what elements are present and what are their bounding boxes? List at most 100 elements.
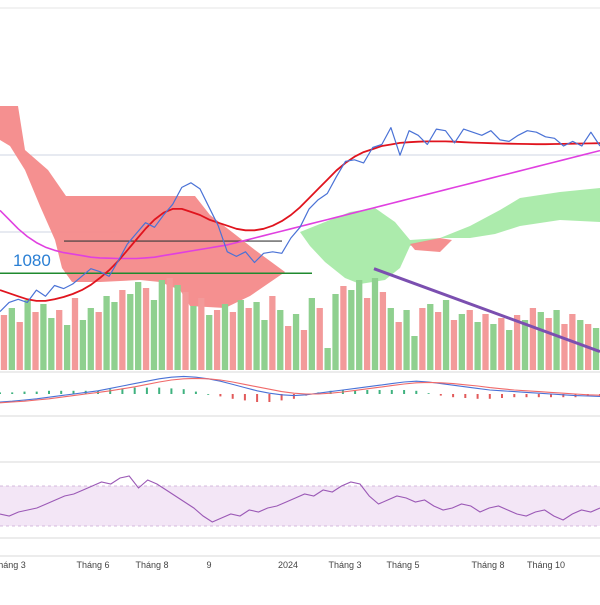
- macd-histogram-bar: [23, 391, 26, 394]
- volume-bar: [79, 320, 87, 370]
- macd-histogram-bar: [366, 390, 369, 394]
- volume-bar: [63, 325, 71, 370]
- volume-bar: [387, 308, 394, 370]
- volume-bar: [300, 330, 308, 370]
- macd-histogram-bar: [464, 394, 467, 398]
- x-tick-label: Tháng 6: [76, 560, 109, 570]
- volume-bar: [8, 308, 15, 370]
- macd-histogram-bar: [525, 394, 528, 398]
- volume-bar: [166, 278, 173, 370]
- volume-bar: [363, 298, 371, 370]
- volume-bar: [356, 280, 363, 370]
- volume-bar: [16, 322, 23, 370]
- macd-histogram-bar: [182, 389, 185, 394]
- volume-bar: [158, 280, 165, 370]
- volume-bar: [269, 296, 276, 370]
- macd-histogram-bar: [537, 394, 540, 398]
- x-tick-label: háng 3: [0, 560, 26, 570]
- macd-histogram-bar: [11, 392, 14, 394]
- volume-bar: [119, 290, 126, 370]
- macd-histogram-bar: [354, 390, 357, 394]
- macd-histogram-bar: [550, 394, 552, 398]
- volume-bar: [71, 298, 79, 370]
- volume-bar: [253, 302, 260, 370]
- volume-bar: [308, 298, 315, 370]
- x-tick-label: Tháng 10: [527, 560, 565, 570]
- volume-bar: [142, 288, 150, 370]
- volume-bar: [474, 322, 481, 370]
- macd-histogram-bar: [145, 387, 148, 394]
- volume-bar: [466, 310, 473, 370]
- macd-histogram-bar: [243, 394, 246, 401]
- macd-histogram-bar: [378, 390, 381, 394]
- macd-histogram-bar: [48, 390, 50, 394]
- x-tick-label: Tháng 8: [135, 560, 168, 570]
- macd-histogram-bar: [207, 394, 210, 395]
- volume-bar: [237, 300, 244, 370]
- macd-histogram-bar: [121, 388, 124, 394]
- volume-bar: [458, 314, 465, 370]
- macd-histogram-bar: [415, 390, 418, 394]
- volume-bar: [498, 318, 505, 370]
- macd-histogram-bar: [109, 389, 112, 394]
- volume-bar: [221, 304, 229, 370]
- small-bearish-cloud: [410, 238, 452, 252]
- macd-panel: [0, 375, 600, 404]
- downtrend-line: [373, 267, 600, 354]
- volume-bar: [213, 310, 221, 370]
- macd-histogram-bar: [0, 392, 1, 394]
- volume-bar: [95, 312, 102, 370]
- volume-bar: [529, 308, 537, 370]
- volume-bar: [411, 336, 418, 370]
- macd-histogram-bar: [476, 394, 479, 399]
- volume-bar: [450, 320, 458, 370]
- macd-histogram-bar: [452, 394, 455, 398]
- signal-line: [0, 377, 600, 404]
- volume-bar: [40, 304, 47, 370]
- volume-bar: [87, 308, 94, 370]
- macd-histogram-bar: [219, 394, 222, 397]
- ma-short-line: [0, 140, 600, 302]
- volume-bar: [135, 282, 142, 370]
- macd-histogram-bar: [439, 394, 442, 396]
- macd-histogram-bar: [513, 394, 516, 398]
- bearish-cloud: [0, 106, 285, 308]
- macd-histogram-bar: [133, 387, 136, 394]
- volume-bar: [332, 294, 339, 370]
- macd-histogram-bar: [292, 394, 295, 399]
- volume-bar: [435, 312, 442, 370]
- volume-bar: [292, 314, 300, 370]
- volume-bar: [127, 294, 134, 370]
- volume-bar: [190, 306, 197, 370]
- volume-bar: [427, 304, 434, 370]
- volume-bar: [403, 310, 410, 370]
- macd-histogram-bar: [72, 390, 75, 394]
- volume-bar: [545, 318, 552, 370]
- volume-bar: [395, 322, 402, 370]
- price-annotation: 1080: [13, 251, 51, 270]
- macd-histogram-bar: [256, 394, 259, 402]
- volume-bar: [103, 296, 110, 370]
- rsi-line: [0, 475, 600, 523]
- volume-bar: [285, 326, 292, 370]
- volume-bar: [229, 312, 237, 370]
- volume-bar: [506, 330, 513, 370]
- volume-bar: [316, 308, 323, 370]
- volume-bar: [521, 320, 529, 370]
- macd-histogram-bar: [268, 394, 271, 402]
- volume-bar: [206, 315, 213, 370]
- volume-bar: [174, 285, 181, 370]
- macd-histogram-bar: [60, 390, 63, 394]
- x-tick-label: Tháng 3: [328, 560, 361, 570]
- macd-histogram-bar: [488, 394, 491, 399]
- volume-bar: [245, 308, 252, 370]
- volume-bar: [490, 324, 497, 370]
- macd-histogram-bar: [329, 390, 332, 394]
- volume-bar: [348, 290, 355, 370]
- volume-bar: [561, 324, 568, 370]
- rsi-band: [0, 486, 600, 526]
- macd-histogram-bar: [562, 394, 565, 398]
- volume-bar: [371, 278, 379, 370]
- volume-bar: [0, 315, 8, 370]
